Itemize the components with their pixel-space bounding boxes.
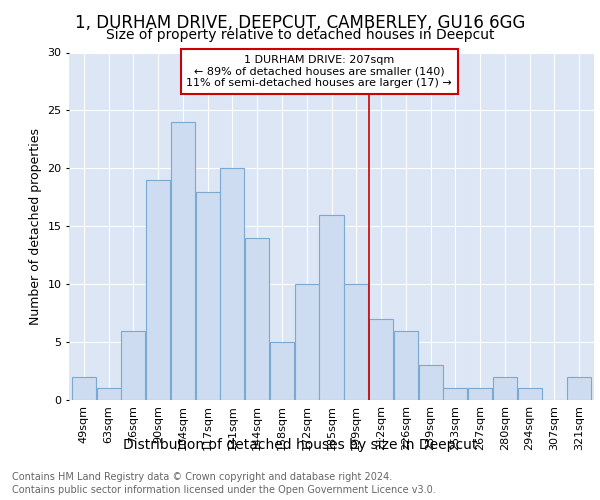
Bar (369, 319, 393, 400)
Bar (146, 180, 170, 400)
Text: Size of property relative to detached houses in Deepcut: Size of property relative to detached ho… (106, 28, 494, 42)
Bar (295, 284, 319, 400)
Bar (72, 377, 96, 400)
Bar (245, 238, 269, 400)
Y-axis label: Number of detached properties: Number of detached properties (29, 128, 41, 325)
Bar (220, 168, 244, 400)
Bar (518, 388, 542, 400)
Bar (468, 388, 492, 400)
Bar (270, 342, 294, 400)
Bar (344, 284, 368, 400)
Bar (567, 377, 591, 400)
Text: Contains public sector information licensed under the Open Government Licence v3: Contains public sector information licen… (12, 485, 436, 495)
Bar (121, 330, 145, 400)
Text: 1 DURHAM DRIVE: 207sqm
← 89% of detached houses are smaller (140)
11% of semi-de: 1 DURHAM DRIVE: 207sqm ← 89% of detached… (186, 55, 452, 88)
Bar (394, 330, 418, 400)
Bar (493, 377, 517, 400)
Text: 1, DURHAM DRIVE, DEEPCUT, CAMBERLEY, GU16 6GG: 1, DURHAM DRIVE, DEEPCUT, CAMBERLEY, GU1… (75, 14, 525, 32)
Bar (443, 388, 467, 400)
Bar (419, 365, 443, 400)
Bar (171, 122, 195, 400)
Bar (97, 388, 121, 400)
Text: Distribution of detached houses by size in Deepcut: Distribution of detached houses by size … (123, 438, 477, 452)
Text: Contains HM Land Registry data © Crown copyright and database right 2024.: Contains HM Land Registry data © Crown c… (12, 472, 392, 482)
Bar (319, 214, 344, 400)
Bar (196, 192, 220, 400)
